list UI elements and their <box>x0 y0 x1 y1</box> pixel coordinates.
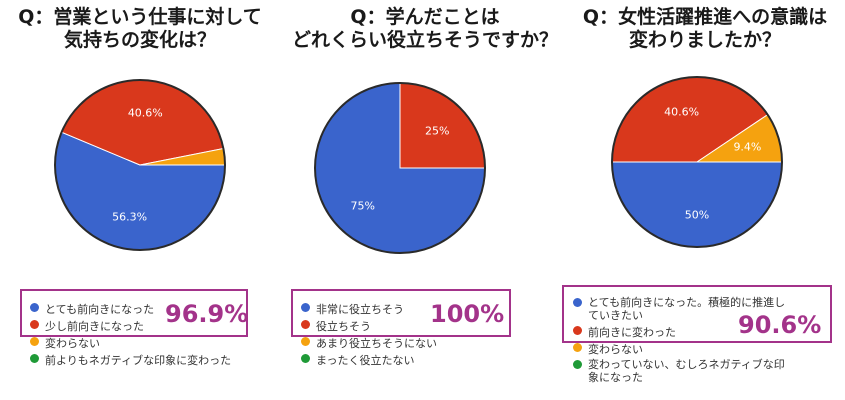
highlight-box-1 <box>20 289 248 337</box>
chart-title: Q：女性活躍推進への意識は 変わりましたか？ <box>565 6 845 52</box>
legend-item: 役立ちそう <box>301 318 371 334</box>
highlight-percentage-1: 96.9% <box>165 300 249 328</box>
slice-label-2: 25% <box>425 125 449 138</box>
legend-swatch <box>573 360 582 369</box>
legend-item: 非常に役立ちそう <box>301 301 404 317</box>
slice-label-2: 40.6% <box>664 106 699 119</box>
chart-title-line-2: 気持ちの変化は？ <box>63 29 216 51</box>
chart-title-line-1: Q：女性活躍推進への意識は <box>582 6 828 28</box>
legend-item: 少し前向きになった <box>30 318 144 334</box>
legend-label: あまり役立ちそうにない <box>316 337 437 350</box>
legend-label: とても前向きになった。積極的に推進し ていきたい <box>588 296 786 322</box>
slice-label-3: 9.4% <box>733 141 761 154</box>
legend-2: 非常に役立ちそう 役立ちそうあまり役立ちそうにない まったく役立たない <box>301 301 541 381</box>
highlight-box-3 <box>562 285 832 343</box>
legend-label: 変わっていない、むしろネガティブな印 象になった <box>588 358 785 384</box>
legend-label: 前よりもネガティブな印象に変わった <box>45 354 232 367</box>
legend-item: とても前向きになった。積極的に推進し ていきたい <box>573 296 785 322</box>
legend-item: 前向きに変わった <box>573 324 676 340</box>
legend-label: 非常に役立ちそう <box>316 303 404 316</box>
highlight-box-2 <box>291 289 511 337</box>
legend-label: 変わらない <box>45 337 100 350</box>
legend-swatch <box>30 303 39 312</box>
legend-item: 変わらない <box>30 335 100 351</box>
chart-title: Q：営業という仕事に対して 気持ちの変化は？ <box>0 6 280 52</box>
legend-swatch <box>30 354 39 363</box>
legend-swatch <box>301 337 310 346</box>
legend-label: まったく役立たない <box>316 354 415 367</box>
slice-label-1: 75% <box>351 199 375 212</box>
legend-1: とても前向きになった 少し前向きになった 変わらない前よりもネガティブな印象に変わっ… <box>30 301 270 381</box>
chart-title: Q：学んだことは どれくらい役立ちそうですか？ <box>285 6 565 52</box>
chart-title-line-2: 変わりましたか？ <box>628 29 781 51</box>
legend-swatch <box>301 354 310 363</box>
pie-slice-1 <box>611 161 783 248</box>
legend-3: とても前向きになった。積極的に推進し ていきたい前向きに変わった 変わらない変わって… <box>573 296 823 396</box>
legend-swatch <box>573 326 582 335</box>
chart-title-line-1: Q：営業という仕事に対して <box>18 6 262 28</box>
legend-swatch <box>573 298 582 307</box>
pie-chart-1: 56.3% 40.6% <box>54 79 226 251</box>
slice-label-1: 56.3% <box>112 211 147 224</box>
chart-title-line-2: どれくらい役立ちそうですか？ <box>291 29 558 51</box>
chart-title-line-1: Q：学んだことは <box>350 6 500 28</box>
pie-chart-3: 50% 40.6% 9.4% <box>611 76 783 248</box>
legend-swatch <box>301 320 310 329</box>
legend-swatch <box>301 303 310 312</box>
pie-outline <box>611 76 783 248</box>
legend-label: 少し前向きになった <box>45 320 144 333</box>
pie-outline <box>54 79 226 251</box>
slice-label-1: 50% <box>685 209 709 222</box>
legend-label: 変わらない <box>588 343 643 356</box>
legend-label: 前向きに変わった <box>588 326 676 339</box>
legend-item: まったく役立たない <box>301 352 415 368</box>
legend-label: 役立ちそう <box>316 320 371 333</box>
legend-swatch <box>30 337 39 346</box>
highlight-percentage-2: 100% <box>430 300 505 328</box>
pie-chart-2: 75% 25% <box>314 82 486 254</box>
chart-panel-2: Q：学んだことは どれくらい役立ちそうですか？ 75% 25% 100% 非常に役… <box>285 0 565 400</box>
legend-item: とても前向きになった <box>30 301 154 317</box>
legend-item: あまり役立ちそうにない <box>301 335 437 351</box>
slice-label-2: 40.6% <box>128 107 163 120</box>
pie-outline <box>314 82 486 254</box>
chart-panel-3: Q：女性活躍推進への意識は 変わりましたか？ 50% 40.6% 9.4% 90.6… <box>562 0 845 400</box>
highlight-percentage-3: 90.6% <box>738 311 822 339</box>
legend-label: とても前向きになった <box>45 303 155 316</box>
legend-swatch <box>573 343 582 352</box>
chart-panel-1: Q：営業という仕事に対して 気持ちの変化は？ 56.3% 40.6% 96.9% … <box>0 0 280 400</box>
legend-item: 前よりもネガティブな印象に変わった <box>30 352 231 368</box>
legend-item: 変わっていない、むしろネガティブな印 象になった <box>573 358 785 384</box>
legend-swatch <box>30 320 39 329</box>
legend-item: 変わらない <box>573 341 643 357</box>
